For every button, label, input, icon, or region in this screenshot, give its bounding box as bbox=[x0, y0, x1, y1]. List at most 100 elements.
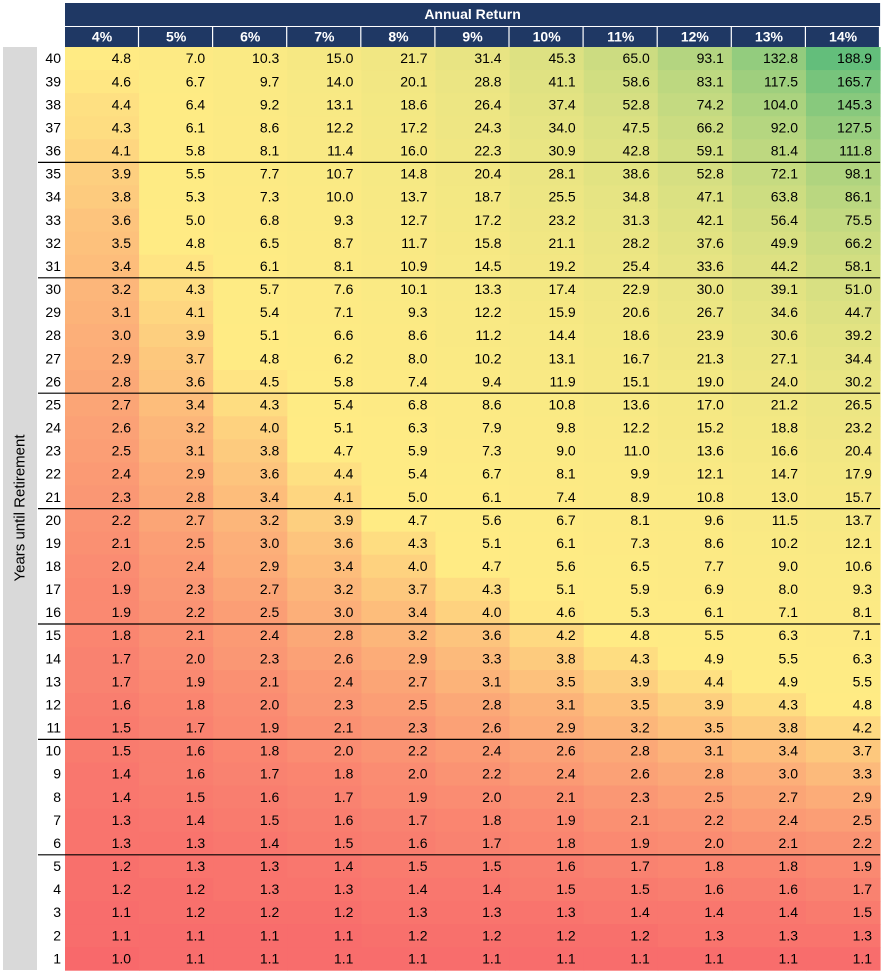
data-label: 44.7 bbox=[845, 304, 872, 320]
data-label: 10.8 bbox=[697, 489, 724, 505]
data-label: 16.6 bbox=[771, 443, 798, 459]
data-label: 20.4 bbox=[474, 166, 501, 182]
data-label: 9.3 bbox=[334, 212, 354, 228]
data-label: 2.6 bbox=[630, 766, 650, 782]
x-tick-label: 13% bbox=[755, 29, 784, 45]
heatmap-cell bbox=[806, 600, 881, 625]
heatmap-cell bbox=[361, 531, 436, 556]
data-label: 4.3 bbox=[482, 581, 502, 597]
data-label: 3.9 bbox=[334, 512, 354, 528]
heatmap-cell bbox=[361, 208, 436, 233]
heatmap-cell bbox=[65, 277, 140, 302]
data-label: 13.3 bbox=[474, 281, 501, 297]
heatmap-cell bbox=[731, 854, 807, 879]
data-label: 2.6 bbox=[334, 650, 354, 666]
heatmap-cell bbox=[287, 877, 362, 902]
heatmap-cell bbox=[435, 531, 511, 556]
data-label: 10.7 bbox=[326, 166, 353, 182]
heatmap-cell bbox=[509, 762, 585, 787]
heatmap-cell bbox=[583, 300, 659, 325]
heatmap-cell bbox=[657, 300, 733, 325]
heatmap-cell bbox=[509, 439, 585, 463]
heatmap-cell bbox=[65, 162, 140, 186]
heatmap-cell bbox=[287, 785, 362, 810]
heatmap-cell bbox=[731, 70, 807, 94]
heatmap-cell bbox=[287, 831, 362, 856]
heatmap-cell bbox=[287, 554, 362, 579]
data-label: 1.3 bbox=[112, 835, 132, 851]
data-label: 14.5 bbox=[474, 258, 501, 274]
data-label: 1.9 bbox=[112, 581, 132, 597]
data-label: 3.1 bbox=[186, 443, 206, 459]
heatmap-cell bbox=[65, 393, 140, 417]
data-label: 75.5 bbox=[845, 212, 872, 228]
data-label: 8.6 bbox=[408, 327, 428, 343]
heatmap-cell bbox=[287, 716, 362, 740]
row-header-band bbox=[3, 47, 37, 970]
data-label: 7.4 bbox=[556, 489, 576, 505]
heatmap-cell bbox=[806, 393, 881, 417]
data-label: 3.9 bbox=[186, 327, 206, 343]
heatmap-cell bbox=[509, 924, 585, 948]
heatmap-cell bbox=[583, 716, 659, 740]
data-label: 52.8 bbox=[697, 166, 724, 182]
heatmap-cell bbox=[139, 508, 214, 533]
data-label: 24.0 bbox=[771, 373, 798, 389]
heatmap-cell bbox=[65, 347, 140, 371]
data-label: 117.5 bbox=[764, 73, 798, 89]
heatmap-cell bbox=[139, 347, 214, 371]
data-label: 18.6 bbox=[400, 96, 427, 112]
data-label: 44.2 bbox=[771, 258, 798, 274]
data-label: 1.4 bbox=[260, 835, 280, 851]
heatmap-cell bbox=[287, 531, 362, 556]
data-label: 104.0 bbox=[763, 96, 798, 112]
heatmap-cell bbox=[583, 877, 659, 902]
data-label: 17.4 bbox=[548, 281, 575, 297]
heatmap-cell bbox=[213, 277, 288, 302]
heatmap-cell bbox=[287, 947, 362, 971]
data-label: 4.7 bbox=[334, 443, 354, 459]
heatmap-cell bbox=[361, 554, 436, 579]
heatmap-cell bbox=[583, 831, 659, 856]
column-header-cell bbox=[361, 27, 435, 47]
heatmap-cell bbox=[139, 808, 214, 833]
heatmap-cell bbox=[731, 93, 807, 117]
heatmap-cell bbox=[361, 716, 436, 740]
heatmap-cell bbox=[583, 947, 659, 971]
data-label: 1.4 bbox=[112, 766, 132, 782]
heatmap-cell bbox=[361, 854, 436, 879]
data-label: 14.7 bbox=[771, 466, 798, 482]
heatmap-cell bbox=[583, 462, 659, 487]
data-label: 2.8 bbox=[630, 743, 650, 759]
heatmap-cell bbox=[361, 900, 436, 925]
heatmap-cell bbox=[287, 323, 362, 348]
data-label: 9.0 bbox=[556, 443, 576, 459]
heatmap-cell bbox=[435, 854, 511, 879]
data-label: 4.6 bbox=[556, 604, 576, 620]
data-label: 5.9 bbox=[630, 581, 650, 597]
y-tick-label: 28 bbox=[45, 327, 61, 343]
data-label: 20.6 bbox=[623, 304, 650, 320]
heatmap-cell bbox=[731, 785, 807, 810]
data-label: 13.7 bbox=[845, 512, 872, 528]
data-label: 1.7 bbox=[630, 858, 650, 874]
heatmap-cell bbox=[65, 208, 140, 233]
heatmap-cell bbox=[806, 185, 881, 210]
heatmap-cell bbox=[287, 439, 362, 463]
heatmap-cell bbox=[287, 47, 362, 71]
heatmap-cell bbox=[657, 416, 733, 440]
heatmap-cell bbox=[509, 162, 585, 186]
heatmap-cell bbox=[139, 624, 214, 648]
heatmap-cell bbox=[435, 208, 511, 233]
heatmap-cell bbox=[287, 808, 362, 833]
data-label: 3.6 bbox=[334, 535, 354, 551]
data-label: 3.8 bbox=[112, 189, 132, 205]
data-label: 3.2 bbox=[186, 420, 206, 436]
heatmap-cell bbox=[65, 877, 140, 902]
heatmap-cell bbox=[65, 116, 140, 140]
y-tick-label: 8 bbox=[53, 789, 61, 805]
data-label: 18.7 bbox=[474, 189, 501, 205]
data-label: 1.1 bbox=[112, 904, 132, 920]
heatmap-cell bbox=[65, 462, 140, 487]
data-label: 8.6 bbox=[482, 396, 502, 412]
